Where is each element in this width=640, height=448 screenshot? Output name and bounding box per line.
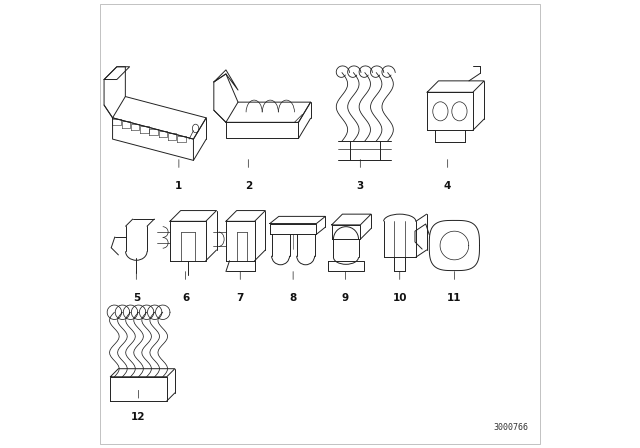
Text: 3000766: 3000766	[493, 423, 528, 432]
Text: 8: 8	[289, 293, 297, 303]
Text: 4: 4	[444, 181, 451, 191]
Text: 12: 12	[131, 412, 146, 422]
Text: 2: 2	[244, 181, 252, 191]
Text: 1: 1	[175, 181, 182, 191]
Text: 7: 7	[237, 293, 244, 303]
Text: 5: 5	[132, 293, 140, 303]
Text: 9: 9	[342, 293, 349, 303]
Text: 3: 3	[356, 181, 364, 191]
Text: 11: 11	[447, 293, 461, 303]
Text: 6: 6	[182, 293, 189, 303]
Text: 10: 10	[392, 293, 407, 303]
